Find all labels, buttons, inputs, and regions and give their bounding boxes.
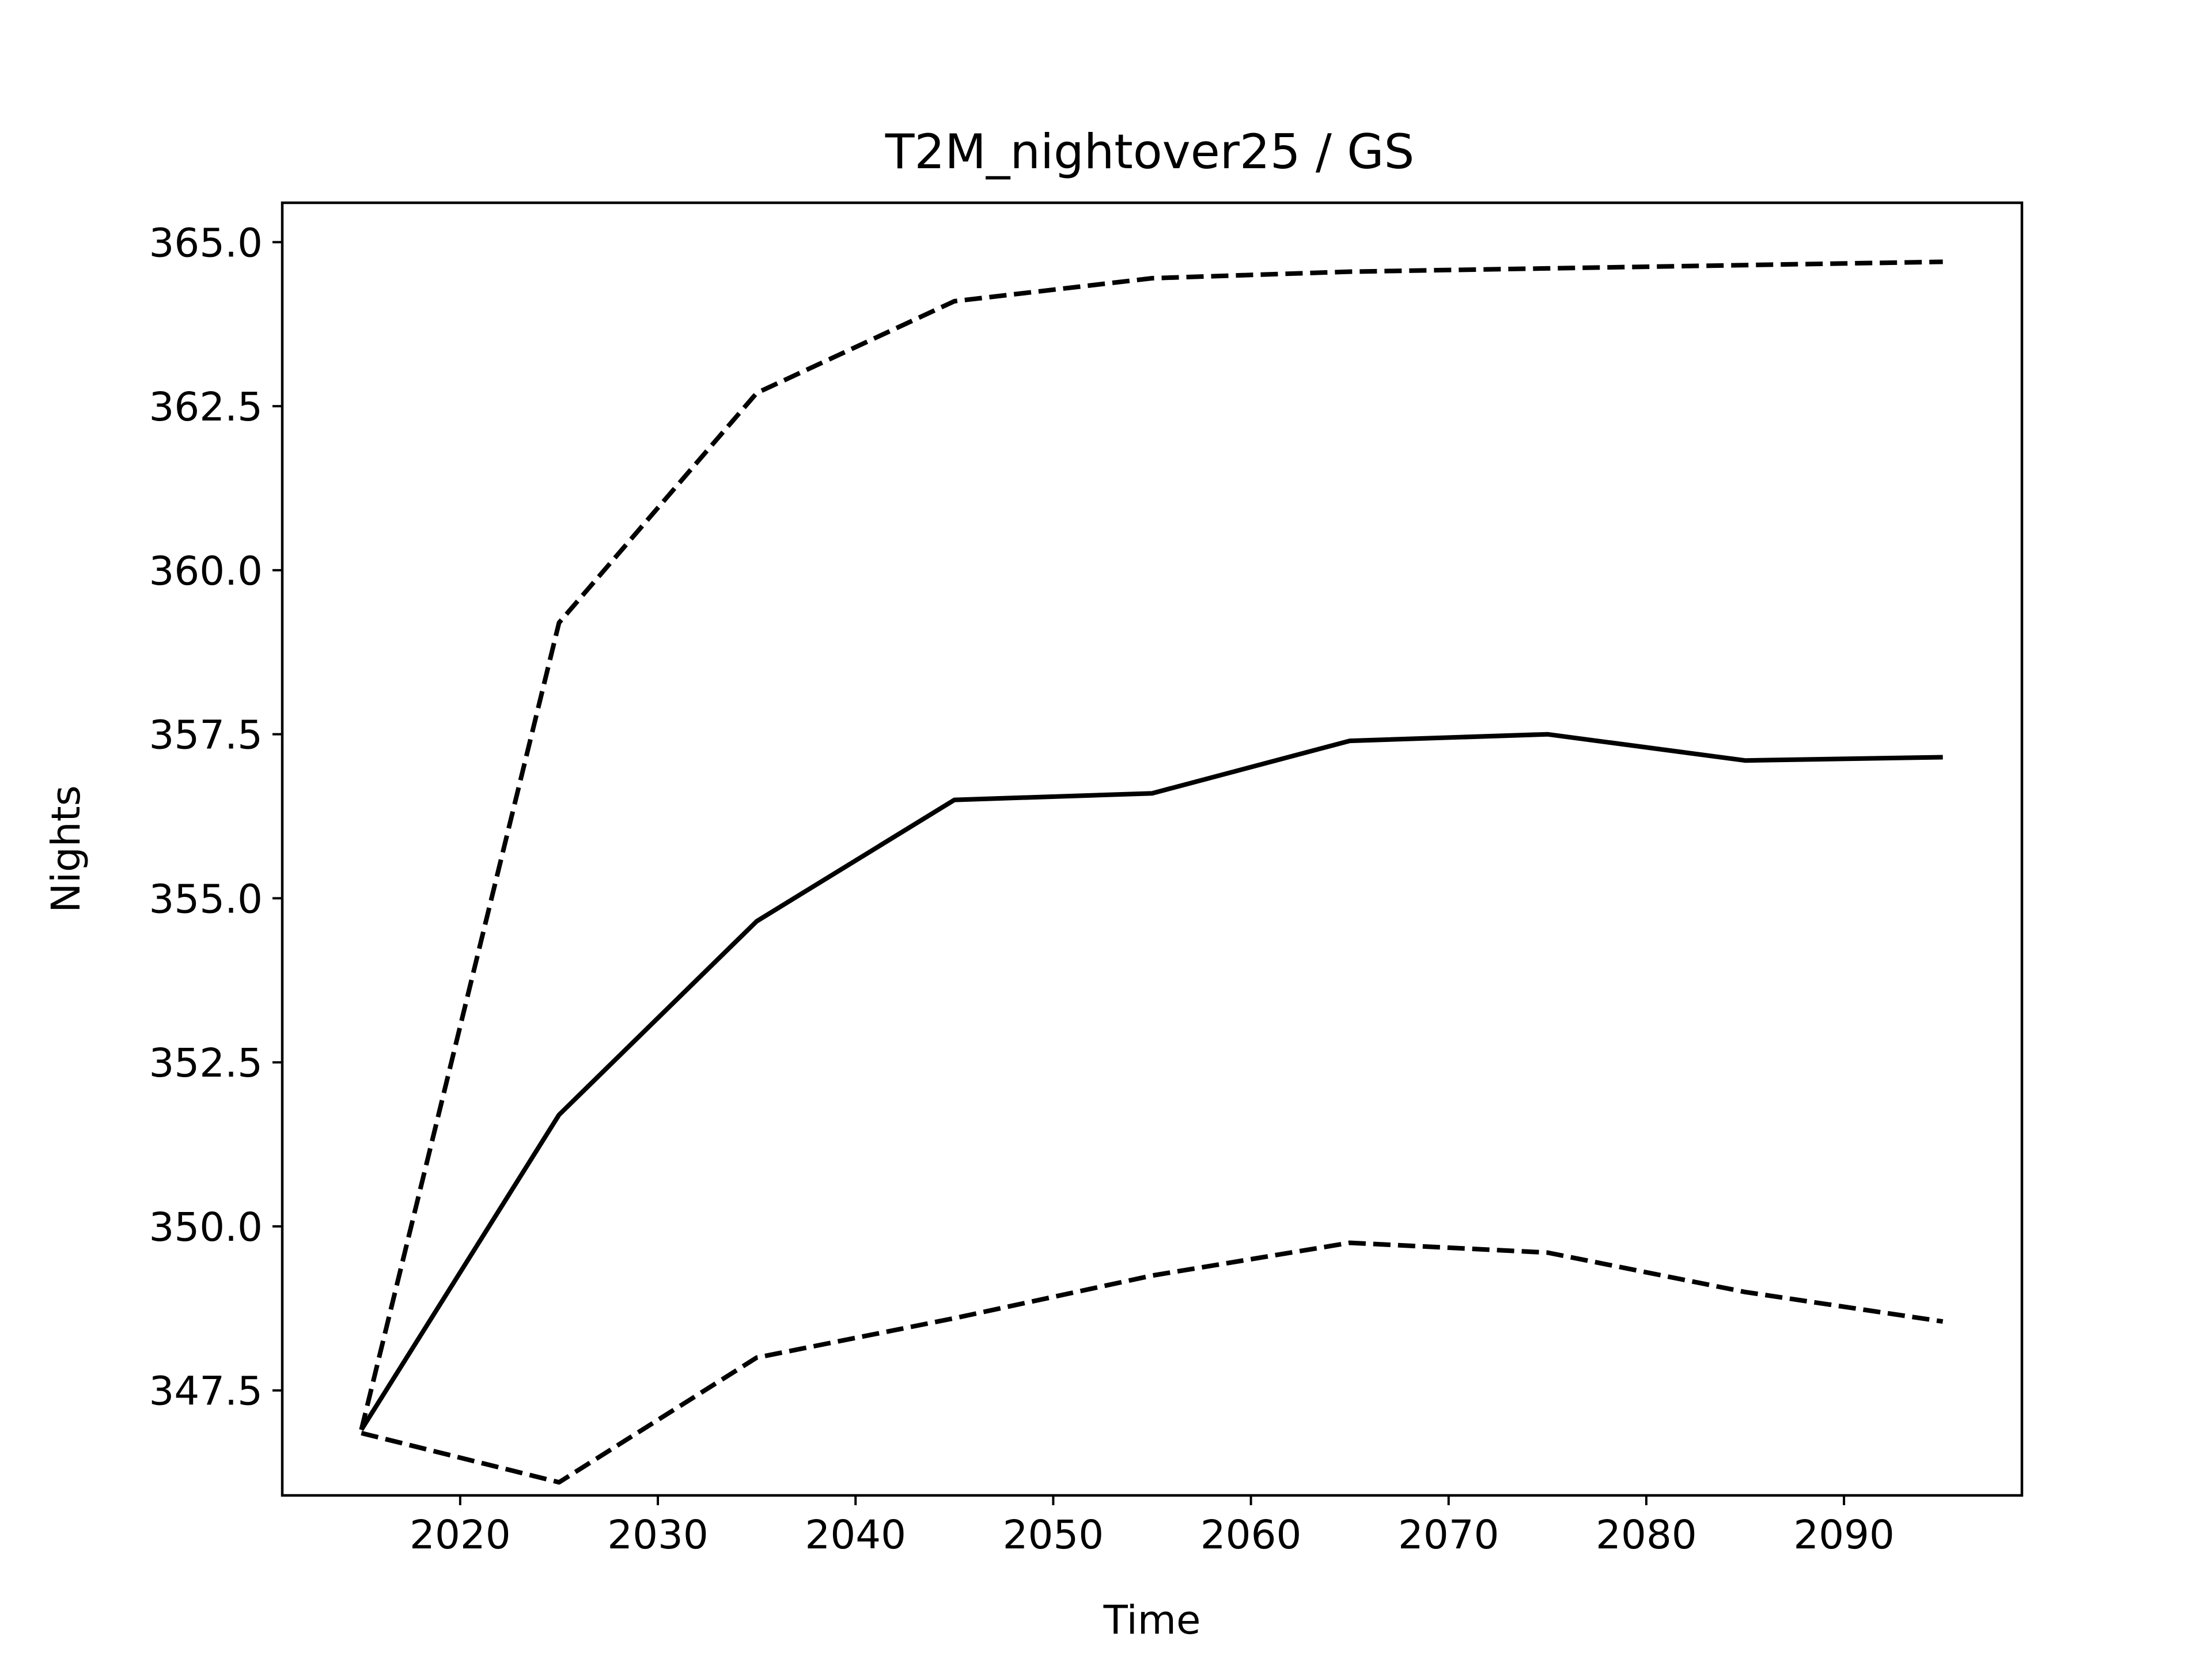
x-tick-label: 2070 bbox=[1398, 1512, 1499, 1558]
y-tick-label: 350.0 bbox=[149, 1205, 263, 1251]
x-tick-label: 2080 bbox=[1596, 1512, 1697, 1558]
x-tick-label: 2040 bbox=[805, 1512, 906, 1558]
plot-frame bbox=[281, 201, 2024, 1497]
y-axis: 347.5 350.0 352.5 355.0 357.5 360.0 362.5 365.0 bbox=[149, 220, 282, 1415]
y-tick-label: 355.0 bbox=[149, 876, 263, 922]
y-tick-label: 365.0 bbox=[149, 220, 263, 266]
y-tick-label: 357.5 bbox=[149, 713, 263, 759]
series-line-3-dashed bbox=[361, 1240, 1944, 1485]
y-tick-label: 360.0 bbox=[149, 548, 263, 594]
x-axis-label: Time bbox=[1103, 1597, 1201, 1643]
series-layer bbox=[359, 259, 1944, 1485]
y-tick-label: 352.5 bbox=[149, 1040, 263, 1086]
x-tick-label: 2020 bbox=[410, 1512, 511, 1558]
x-tick-label: 2090 bbox=[1793, 1512, 1895, 1558]
y-axis-label: Nights bbox=[43, 785, 89, 912]
chart-title: T2M_nightover25 / GS bbox=[885, 124, 1415, 180]
y-tick-label: 362.5 bbox=[149, 384, 263, 430]
y-tick-label: 347.5 bbox=[149, 1369, 263, 1415]
series-line-1-dashed bbox=[359, 259, 1943, 1431]
series-line-2-solid bbox=[359, 732, 1943, 1431]
x-tick-label: 2060 bbox=[1200, 1512, 1302, 1558]
x-axis: 2020 2030 2040 2050 2060 2070 2080 2090 bbox=[410, 1495, 1895, 1558]
x-tick-label: 2030 bbox=[607, 1512, 709, 1558]
x-tick-label: 2050 bbox=[1003, 1512, 1104, 1558]
